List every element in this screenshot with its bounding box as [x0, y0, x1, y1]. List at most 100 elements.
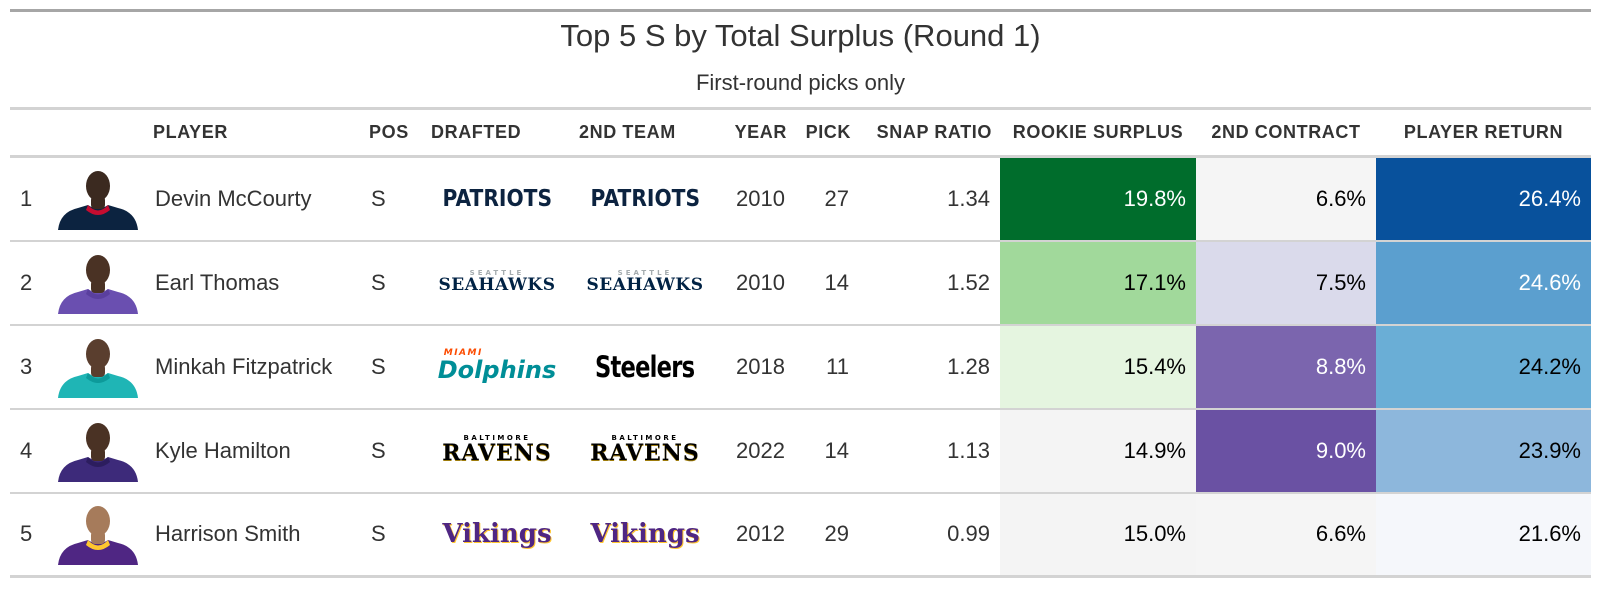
header-avatar	[50, 108, 145, 158]
pick-cell: 27	[824, 185, 849, 211]
dolphins-logo: MIAMI Dolphins	[437, 348, 557, 384]
player-headshot-icon	[57, 338, 138, 398]
second-team-cell: Steelers	[571, 323, 719, 409]
head-shape	[85, 506, 110, 537]
pick-cell: 29	[795, 491, 859, 578]
header-second-team: 2ND TEAM	[571, 108, 719, 158]
seahawks-logo: SEATTLE SEAHAWKS	[587, 269, 704, 295]
logo-big-text: Dolphins	[437, 356, 557, 384]
jersey-shape	[57, 540, 138, 566]
header-drafted: DRAFTED	[423, 108, 571, 158]
ravens-logo: BALTIMORE RAVENS	[442, 434, 552, 466]
drafted-team-cell: PATRIOTS	[423, 157, 571, 241]
player-return-cell: 23.9%	[1376, 407, 1591, 493]
jersey-shape	[57, 288, 138, 314]
year-cell: 2012	[719, 491, 795, 578]
second-contract-cell: 6.6%	[1196, 156, 1376, 241]
drafted-team-cell: SEATTLE SEAHAWKS	[423, 239, 571, 325]
ravens-logo: BALTIMORE RAVENS	[590, 435, 700, 466]
snap-ratio-cell: 1.34	[947, 185, 990, 211]
jersey-trim	[85, 288, 110, 299]
year-cell: 2010	[736, 185, 785, 211]
rank-cell: 1	[20, 185, 33, 211]
second-team-cell: PATRIOTS	[571, 157, 719, 241]
jersey-shape	[57, 204, 138, 230]
logo-small-text: SEATTLE	[469, 269, 525, 277]
rank-cell: 2	[10, 239, 50, 325]
header-row: PLAYER POS DRAFTED 2ND TEAM YEAR PICK SN…	[10, 108, 1591, 158]
second-team-cell: Vikings	[571, 491, 719, 578]
header-rank	[10, 108, 50, 158]
player-headshot-icon	[57, 170, 138, 230]
avatar-cell	[50, 157, 145, 241]
drafted-team-cell: MIAMI Dolphins	[423, 323, 571, 409]
second-team-cell: BALTIMORE RAVENS	[571, 407, 719, 493]
avatar-cell	[50, 407, 145, 493]
player-headshot-icon	[57, 506, 138, 566]
rookie-surplus-cell: 19.8%	[1000, 156, 1196, 241]
pick-cell: 14	[795, 239, 859, 325]
table-body: 1 Devin McCourty S PATRIOTS PATRIOTS 2010 27 1.…	[10, 156, 1591, 578]
head-shape	[85, 254, 110, 285]
jersey-shape	[57, 372, 138, 398]
logo-small-text: BALTIMORE	[463, 434, 531, 442]
table-subtitle: First-round picks only	[695, 70, 906, 95]
snap-ratio-cell: 1.13	[859, 407, 1000, 493]
head-shape	[85, 422, 110, 453]
header-rookie-surplus: ROOKIE SURPLUS	[1000, 108, 1196, 158]
vikings-logo: Vikings	[590, 519, 700, 550]
table-title: Top 5 S by Total Surplus (Round 1)	[560, 18, 1041, 53]
second-contract-cell: 7.5%	[1196, 239, 1376, 325]
vikings-logo: Vikings	[442, 519, 552, 550]
surplus-table: PLAYER POS DRAFTED 2ND TEAM YEAR PICK SN…	[10, 107, 1591, 578]
drafted-team-cell: Vikings	[423, 491, 571, 578]
second-contract-cell: 8.8%	[1196, 323, 1376, 409]
table-row: 2 Earl Thomas S SEATTLE SEAHAWKS SEATTLE SEAHA…	[10, 239, 1591, 325]
jersey-trim	[85, 540, 110, 551]
rookie-surplus-cell: 15.0%	[1000, 491, 1196, 578]
logo-big-text: SEAHAWKS	[586, 275, 704, 295]
head-shape	[85, 338, 110, 369]
avatar-cell	[50, 239, 145, 325]
snap-ratio-cell: 1.28	[859, 323, 1000, 409]
table-row: 3 Minkah Fitzpatrick S MIAMI Dolphins Steeler…	[10, 323, 1591, 409]
jersey-trim	[85, 372, 110, 383]
table-row: 5 Harrison Smith S Vikings Vikings 2012 29 0.99…	[10, 491, 1591, 578]
rank-cell: 5	[10, 491, 50, 578]
avatar-cell	[50, 491, 145, 578]
logo-big-text: RAVENS	[590, 440, 700, 466]
top-rule	[10, 9, 1591, 12]
player-name: Minkah Fitzpatrick	[145, 323, 361, 409]
position-cell: S	[361, 239, 423, 325]
rookie-surplus-cell: 17.1%	[1000, 239, 1196, 325]
logo-big-text: RAVENS	[442, 440, 552, 466]
patriots-logo: PATRIOTS	[442, 185, 552, 212]
header-second-contract: 2ND CONTRACT	[1196, 108, 1376, 158]
seahawks-logo: SEATTLE SEAHAWKS	[439, 269, 556, 295]
head-shape	[85, 170, 110, 201]
year-cell: 2022	[719, 407, 795, 493]
rookie-surplus-cell: 15.4%	[1000, 323, 1196, 409]
patriots-logo: PATRIOTS	[590, 185, 700, 212]
header-snap-ratio: SNAP RATIO	[859, 108, 1000, 158]
avatar-cell	[50, 323, 145, 409]
year-cell: 2010	[719, 239, 795, 325]
player-return-cell: 24.6%	[1376, 239, 1591, 325]
logo-small-text: MIAMI	[443, 348, 483, 358]
player-headshot-icon	[57, 254, 138, 314]
rookie-surplus-cell: 14.9%	[1000, 407, 1196, 493]
header-player: PLAYER	[145, 108, 361, 158]
jersey-shape	[57, 456, 138, 482]
player-name: Harrison Smith	[145, 491, 361, 578]
header-year: YEAR	[719, 108, 795, 158]
header-pick: PICK	[795, 108, 859, 158]
second-contract-cell: 9.0%	[1196, 407, 1376, 493]
position-cell: S	[361, 491, 423, 578]
jersey-trim	[85, 204, 110, 215]
pick-cell: 11	[795, 323, 859, 409]
player-name: Kyle Hamilton	[145, 407, 361, 493]
player-return-cell: 24.2%	[1376, 323, 1591, 409]
snap-ratio-cell: 1.52	[859, 239, 1000, 325]
position-cell: S	[361, 323, 423, 409]
logo-small-text: SEATTLE	[617, 269, 673, 277]
